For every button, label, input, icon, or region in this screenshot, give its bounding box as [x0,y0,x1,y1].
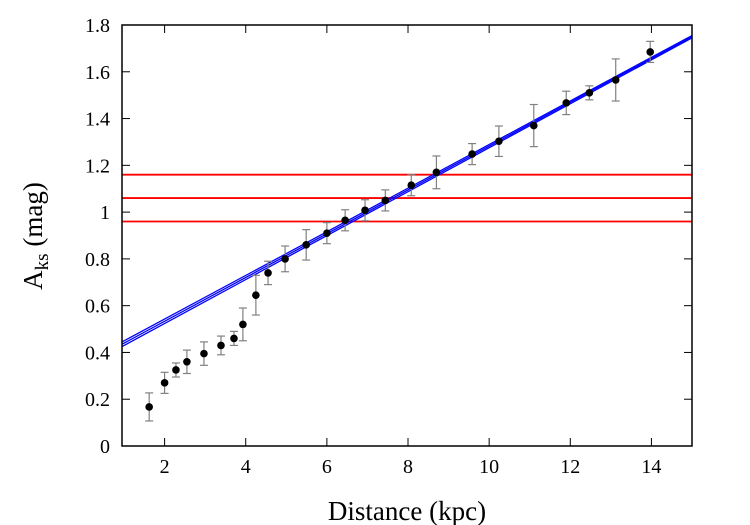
point-marker [323,229,331,237]
data-point [182,349,191,375]
data-point [199,341,208,366]
point-marker [183,358,191,366]
data-point [611,58,620,102]
point-marker [646,48,655,56]
data-point [251,274,260,316]
point-marker [529,121,538,130]
point-marker [302,241,310,249]
fit-line [122,36,692,345]
data-point [160,371,169,394]
point-marker [562,99,571,107]
data-point [646,40,655,64]
y-tick-label: 1.8 [85,15,110,37]
fit-line [122,37,692,348]
x-tick-label: 10 [479,456,499,478]
point-marker [239,320,247,329]
data-point [229,330,238,347]
y-tick-label: 0.6 [85,296,110,318]
data-point [361,199,370,222]
fit-line [122,34,692,343]
x-axis-label: Distance (kpc) [328,496,486,525]
data-point [529,103,538,148]
x-tick-label: 6 [322,456,332,478]
x-tick-label: 14 [641,456,661,478]
x-tick-label: 2 [160,456,170,478]
point-marker [230,334,238,343]
data-point [322,222,331,245]
data-point [341,209,350,232]
y-tick-label: 0.8 [85,249,110,271]
y-axis-label-unit: (mag) [18,182,48,253]
data-point [145,392,154,422]
data-point [216,335,225,356]
y-axis-label-main: A [18,270,48,290]
point-marker [407,181,416,190]
data-point [381,189,390,212]
point-marker [252,291,260,299]
point-marker [585,89,594,97]
point-marker [264,269,272,277]
point-marker [281,255,289,263]
x-tick-label: 4 [241,456,251,478]
y-tick-label: 0.4 [85,342,110,364]
fit-lines [122,34,692,348]
y-tick-label: 0.2 [85,389,110,411]
point-marker [217,341,225,350]
point-marker [611,76,620,84]
y-tick-label: 1 [100,202,110,224]
y-tick-label: 1.4 [85,109,110,131]
data-point [585,85,594,101]
point-marker [468,150,476,158]
x-tick-label: 8 [403,456,413,478]
data-point [432,155,441,190]
data-point [264,260,273,286]
point-marker [361,206,369,215]
data-point [281,245,290,273]
data-point [468,142,477,166]
plot-frame [121,24,693,447]
horizontal-lines [122,173,692,223]
x-tick-label: 12 [560,456,580,478]
point-marker [341,216,349,225]
y-tick-label: 1.6 [85,62,110,84]
point-marker [381,196,390,205]
data-point [302,229,311,261]
y-axis-label-sub: ks [32,253,53,270]
axis-ticks: 2 4 6 8 10 12 14 0 0.2 0.4 0.6 0.8 1 1.2 1.4 1.6 1.8 [85,15,692,478]
y-tick-label: 0 [100,436,110,458]
data-points [145,40,655,422]
point-marker [200,349,208,358]
data-point [494,125,503,158]
point-marker [172,366,180,374]
point-marker [145,403,153,411]
data-point [238,307,247,342]
data-point [562,90,571,116]
y-tick-label: 1.2 [85,155,110,177]
y-axis-label: Aks (mag) [18,182,53,290]
point-marker [160,379,169,387]
point-marker [432,168,441,177]
data-point [407,174,416,197]
data-point [171,362,180,378]
point-marker [495,137,503,146]
